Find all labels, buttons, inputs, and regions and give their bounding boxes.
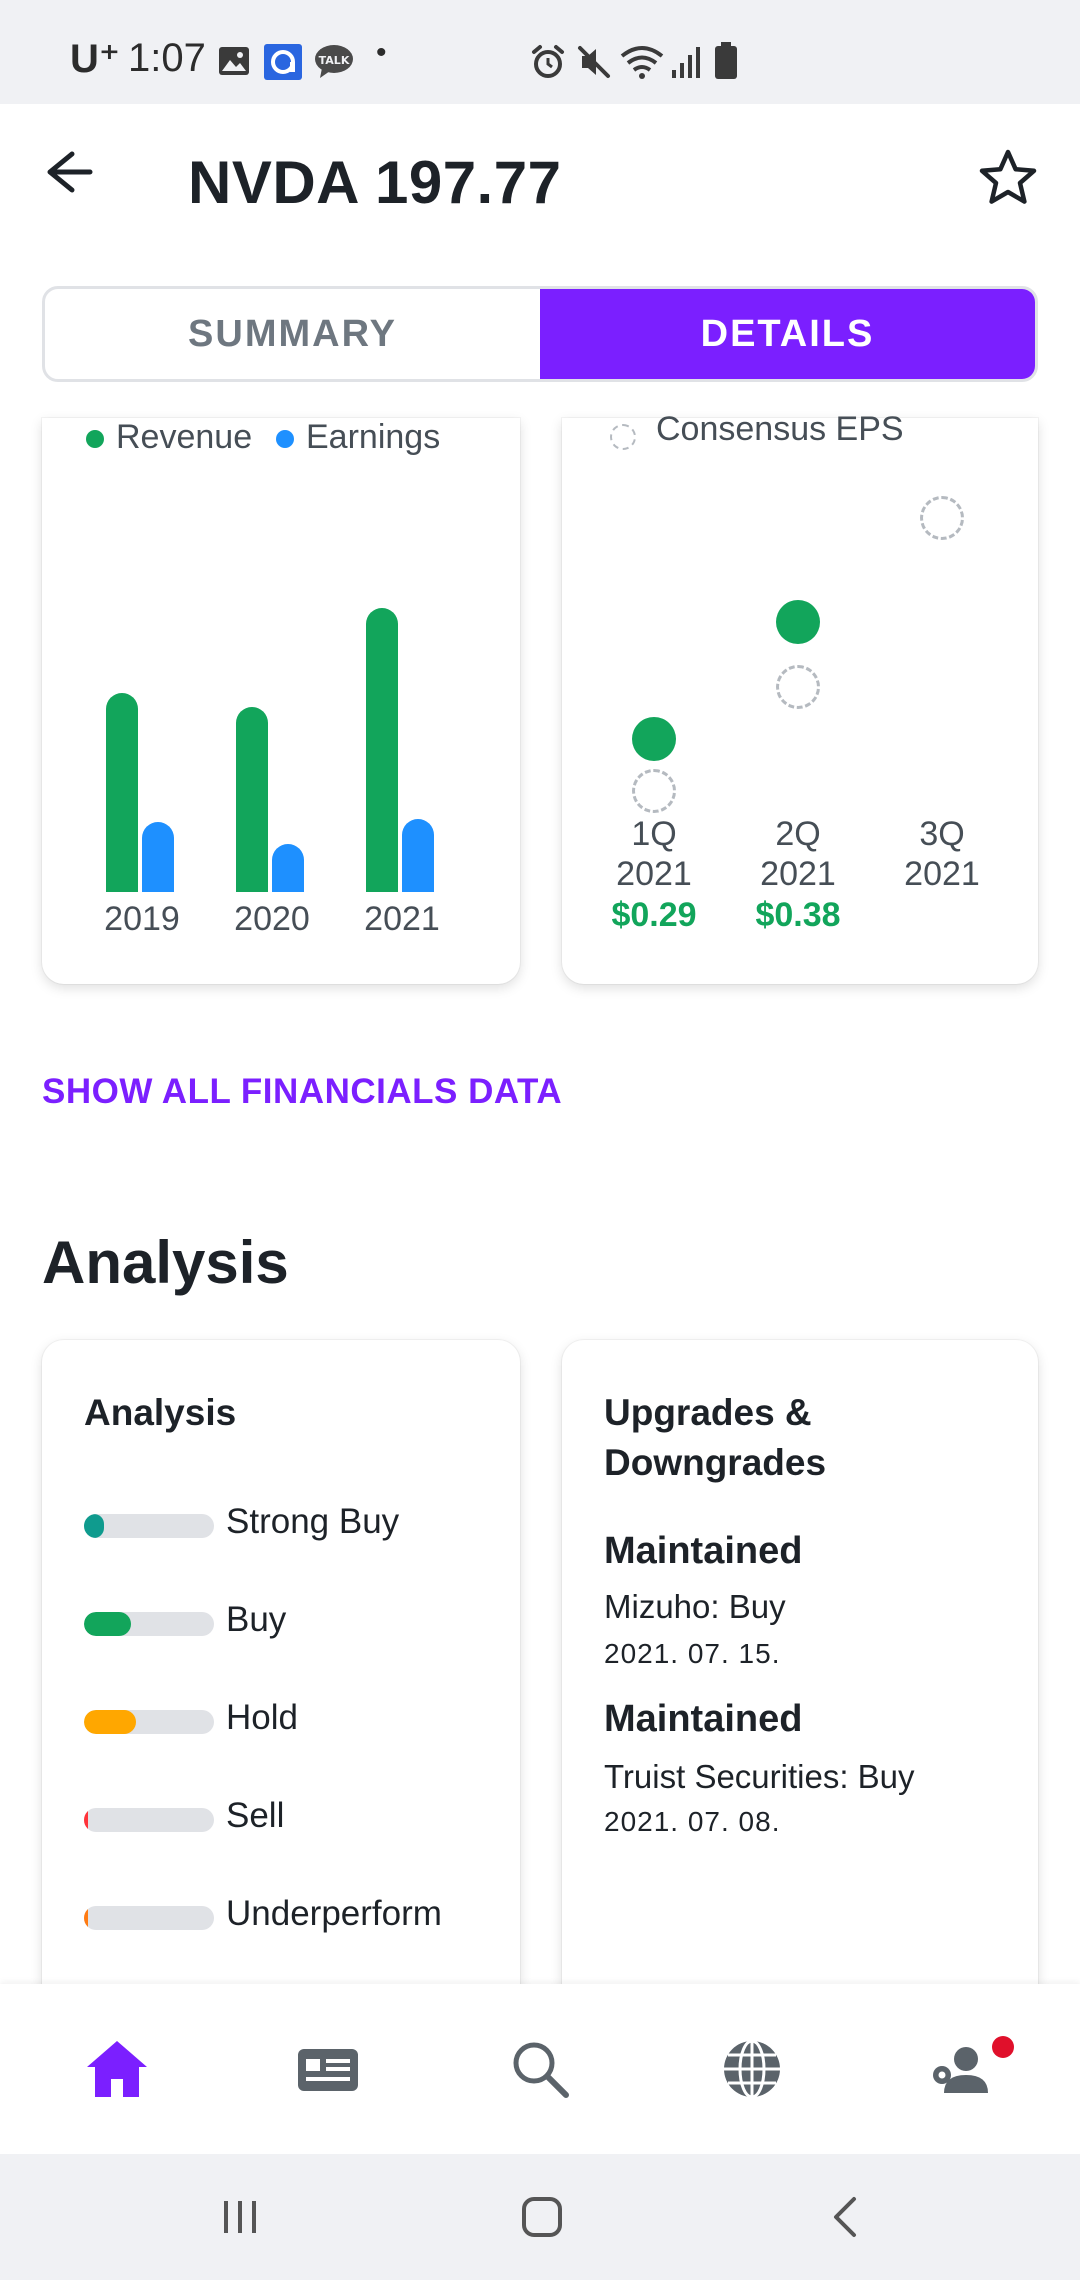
clock: 1:07 <box>128 36 206 80</box>
rating-bar <box>84 1808 214 1832</box>
alarm-icon <box>532 45 564 78</box>
rating-bar-fill <box>84 1514 104 1538</box>
consensus-eps-point <box>776 665 820 709</box>
quarter-tick-label: 1Q 2021 <box>616 815 692 893</box>
revenue-bar <box>236 707 268 892</box>
rating-label: Strong Buy <box>226 1502 400 1541</box>
home-system-button[interactable] <box>482 2174 602 2260</box>
carrier-label: U⁺ <box>70 37 120 81</box>
nav-home[interactable] <box>9 1984 225 2154</box>
eps-value-label: $0.38 <box>755 896 841 934</box>
actual-eps-point <box>632 717 676 761</box>
rating-bar-fill <box>84 1808 88 1832</box>
upgrades-card-title-line1: Upgrades & <box>604 1392 812 1433</box>
search-icon <box>513 2042 569 2098</box>
upgrade-item-firm: Mizuho: Buy <box>604 1588 786 1625</box>
consensus-eps-legend-label: Consensus EPS <box>656 410 904 448</box>
gallery-icon <box>219 47 249 75</box>
nav-news[interactable] <box>220 1984 436 2154</box>
upgrade-item-date: 2021. 07. 08. <box>604 1806 781 1837</box>
upgrade-item-action: Maintained <box>604 1530 803 1572</box>
app-notification-icon <box>264 44 302 80</box>
earnings-legend-dot <box>276 430 294 448</box>
eps-value-label: $0.29 <box>611 896 697 934</box>
rating-label: Sell <box>226 1796 285 1835</box>
mute-icon <box>578 46 610 78</box>
ratings-card-title: Analysis <box>84 1392 237 1433</box>
system-navigation-bar <box>0 2154 1080 2280</box>
rating-label: Underperform <box>226 1894 442 1933</box>
status-bar: U⁺ 1:07 TALK • <box>0 0 1080 104</box>
battery-icon <box>715 42 737 79</box>
home-icon <box>87 2041 147 2097</box>
nav-account[interactable] <box>856 1984 1072 2154</box>
quarter-tick-label: 2Q 2021 <box>760 815 836 893</box>
earnings-card[interactable]: Consensus EPS 1Q 2021 $0.29 2Q 2021 $0.38 3Q… <box>562 410 1038 984</box>
tab-details[interactable]: DETAILS <box>540 289 1035 379</box>
quarter-tick-label: 3Q 2021 <box>904 815 980 893</box>
upgrades-downgrades-card[interactable]: Upgrades & Downgrades Maintained Mizuho:… <box>562 1340 1038 2040</box>
revenue-bar <box>106 693 138 892</box>
revenue-bar <box>366 608 398 892</box>
upgrades-card-title-line2: Downgrades <box>604 1442 827 1483</box>
back-icon <box>834 2197 856 2237</box>
rating-bar <box>84 1514 214 1538</box>
rating-bar <box>84 1710 214 1734</box>
earnings-bar <box>272 844 304 892</box>
page-title: NVDA 197.77 <box>188 149 562 216</box>
earnings-bar <box>142 822 174 892</box>
actual-eps-point <box>776 600 820 644</box>
star-icon[interactable] <box>974 144 1042 212</box>
more-notifications-dot: • <box>376 36 387 69</box>
wifi-icon <box>620 46 664 79</box>
rating-bar-fill <box>84 1710 136 1734</box>
upgrade-item-action: Maintained <box>604 1698 803 1740</box>
recent-apps-icon <box>224 2201 256 2233</box>
x-axis-tick-label: 2021 <box>364 900 440 938</box>
globe-icon <box>724 2039 780 2099</box>
recent-apps-button[interactable] <box>180 2174 300 2260</box>
nav-markets[interactable] <box>644 1984 860 2154</box>
show-all-financials-link[interactable]: SHOW ALL FINANCIALS DATA <box>42 1072 563 1111</box>
notification-badge <box>992 2036 1014 2058</box>
revenue-legend-label: Revenue <box>116 418 253 456</box>
talk-icon: TALK <box>315 45 353 78</box>
consensus-eps-point <box>920 496 964 540</box>
news-icon <box>298 2049 358 2091</box>
back-arrow-icon[interactable] <box>40 140 104 204</box>
analysis-section-title: Analysis <box>42 1229 289 1296</box>
signal-icon <box>672 47 700 78</box>
back-system-button[interactable] <box>786 2174 906 2260</box>
consensus-eps-point <box>632 769 676 813</box>
rating-label: Buy <box>226 1600 287 1639</box>
upgrade-item-firm: Truist Securities: Buy <box>604 1758 915 1795</box>
financials-card[interactable]: Revenue Earnings 2019 2020 2021 <box>42 418 520 984</box>
svg-text:TALK: TALK <box>319 54 350 67</box>
home-button-icon <box>522 2197 562 2237</box>
consensus-eps-legend-icon <box>610 424 636 450</box>
earnings-bar <box>402 819 434 892</box>
rating-bar <box>84 1906 214 1930</box>
rating-bar <box>84 1612 214 1636</box>
rating-label: Hold <box>226 1698 298 1737</box>
upgrade-item-date: 2021. 07. 15. <box>604 1638 781 1669</box>
x-axis-tick-label: 2020 <box>234 900 310 938</box>
x-axis-tick-label: 2019 <box>104 900 180 938</box>
rating-bar-fill <box>84 1906 88 1930</box>
revenue-legend-dot <box>86 430 104 448</box>
earnings-legend-label: Earnings <box>306 418 441 456</box>
nav-search[interactable] <box>432 1984 648 2154</box>
analysis-ratings-card[interactable]: Analysis Strong Buy Buy Hold Sell Underperfo… <box>42 1340 520 2040</box>
segmented-tabs: SUMMARY DETAILS <box>42 286 1038 382</box>
rating-bar-fill <box>84 1612 131 1636</box>
account-settings-icon <box>933 2047 988 2093</box>
tab-summary[interactable]: SUMMARY <box>188 312 397 355</box>
bottom-navigation <box>0 1984 1080 2154</box>
